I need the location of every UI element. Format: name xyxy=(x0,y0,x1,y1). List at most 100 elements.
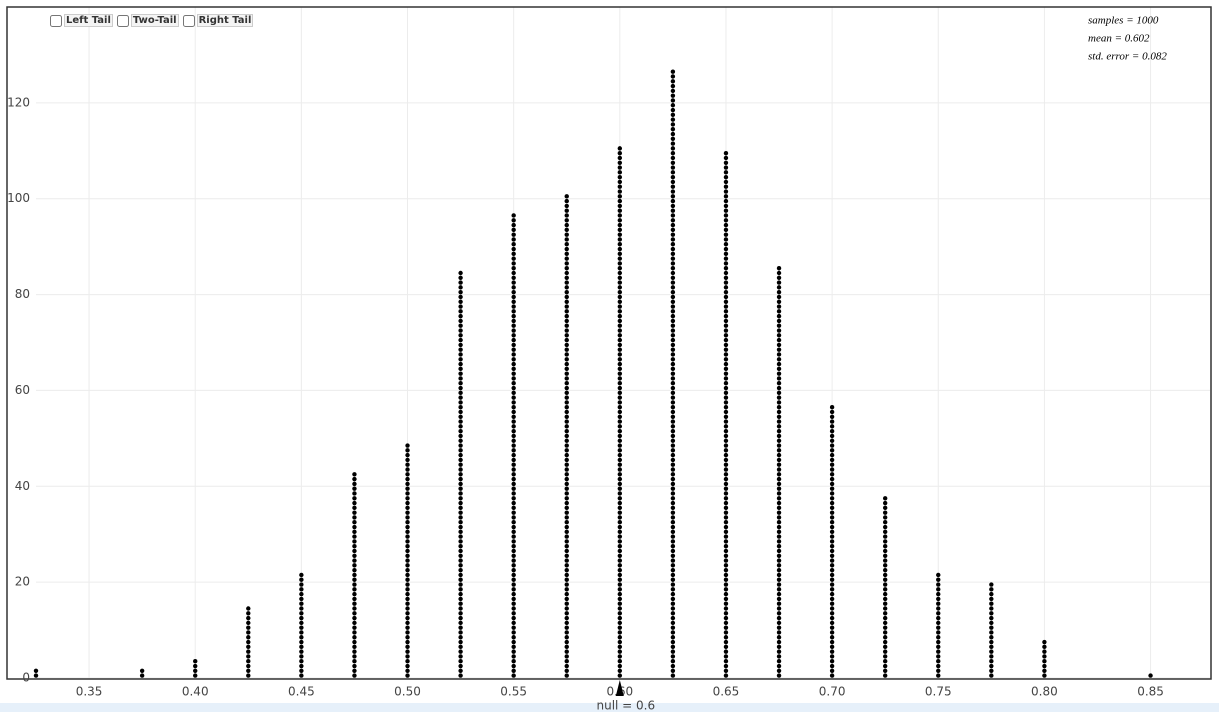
dot xyxy=(617,323,623,328)
dot xyxy=(776,448,782,453)
dot xyxy=(511,318,516,324)
dot xyxy=(776,347,782,352)
dot xyxy=(829,582,835,587)
left-tail[interactable]: Left Tail xyxy=(50,14,113,27)
label[interactable]: Left Tail xyxy=(64,14,113,27)
dot xyxy=(564,515,569,520)
dot xyxy=(829,496,835,501)
dot xyxy=(989,611,994,616)
dot xyxy=(617,577,623,582)
dot xyxy=(670,611,676,616)
dot xyxy=(670,539,676,544)
dot xyxy=(511,309,516,314)
dot xyxy=(246,659,251,664)
checkbox[interactable] xyxy=(50,14,62,27)
dot xyxy=(723,266,729,271)
dot xyxy=(776,289,782,295)
dot xyxy=(882,591,888,597)
dot xyxy=(458,333,463,338)
dot xyxy=(617,395,623,400)
dot xyxy=(882,563,888,568)
dot xyxy=(670,237,676,242)
dot xyxy=(936,587,941,592)
dot xyxy=(723,294,729,300)
dot xyxy=(511,232,516,237)
dot xyxy=(617,448,623,453)
dot xyxy=(776,644,782,650)
dot xyxy=(511,424,516,429)
dot xyxy=(829,553,835,558)
dot xyxy=(829,424,835,429)
dot xyxy=(829,601,835,606)
dot xyxy=(511,371,516,376)
dot xyxy=(564,572,569,578)
label[interactable]: Two-Tail xyxy=(130,14,179,27)
dot xyxy=(458,582,463,587)
two-tail[interactable]: Two-Tail xyxy=(116,14,179,27)
dot xyxy=(405,524,410,530)
dot xyxy=(670,146,676,151)
dot xyxy=(617,486,623,491)
dot xyxy=(829,520,835,525)
dot xyxy=(776,405,782,410)
dot xyxy=(829,606,835,611)
dot xyxy=(723,304,729,309)
dot xyxy=(564,486,569,491)
dot xyxy=(723,587,729,592)
dot xyxy=(989,587,994,592)
dot xyxy=(352,505,357,511)
dot xyxy=(670,194,676,199)
dot xyxy=(670,510,676,515)
dot xyxy=(829,539,835,544)
dot xyxy=(723,246,729,252)
dot xyxy=(670,256,676,261)
checkbox[interactable] xyxy=(116,14,129,27)
dot xyxy=(617,419,623,424)
dot xyxy=(405,663,410,669)
dot xyxy=(882,659,888,664)
dot xyxy=(405,611,410,616)
dot xyxy=(617,366,623,372)
dot xyxy=(511,659,516,664)
checkbox[interactable] xyxy=(182,14,195,27)
y-tick-label: 120 xyxy=(7,95,30,109)
dot xyxy=(564,366,569,372)
dot xyxy=(352,591,357,597)
dot xyxy=(776,558,782,563)
dot xyxy=(776,443,782,448)
dot xyxy=(405,606,410,611)
dot xyxy=(882,539,888,544)
y-tick-label: 40 xyxy=(15,479,30,493)
dot xyxy=(723,390,729,396)
dot xyxy=(882,649,888,654)
dot xyxy=(723,611,729,616)
label[interactable]: Right Tail xyxy=(196,14,254,27)
dot xyxy=(564,491,569,496)
dot xyxy=(564,337,569,343)
right-tail[interactable]: Right Tail xyxy=(182,14,254,27)
dot xyxy=(511,591,516,597)
dot xyxy=(670,639,676,645)
dot xyxy=(776,462,782,467)
dot xyxy=(617,342,623,348)
dot xyxy=(670,668,676,674)
dot xyxy=(193,668,198,674)
dot xyxy=(564,357,569,362)
dot xyxy=(458,428,463,434)
dot xyxy=(458,673,463,678)
dot xyxy=(617,227,623,233)
dot xyxy=(829,543,835,549)
dot xyxy=(617,155,623,161)
dot xyxy=(564,539,569,544)
dot xyxy=(882,529,888,535)
dot xyxy=(511,539,516,544)
dot xyxy=(723,285,729,290)
dot xyxy=(458,304,463,309)
dot xyxy=(405,596,410,602)
dot xyxy=(564,414,569,419)
dot xyxy=(33,673,39,678)
dot xyxy=(458,395,463,400)
dot xyxy=(458,309,463,314)
dot xyxy=(564,352,569,357)
dot xyxy=(776,342,782,348)
